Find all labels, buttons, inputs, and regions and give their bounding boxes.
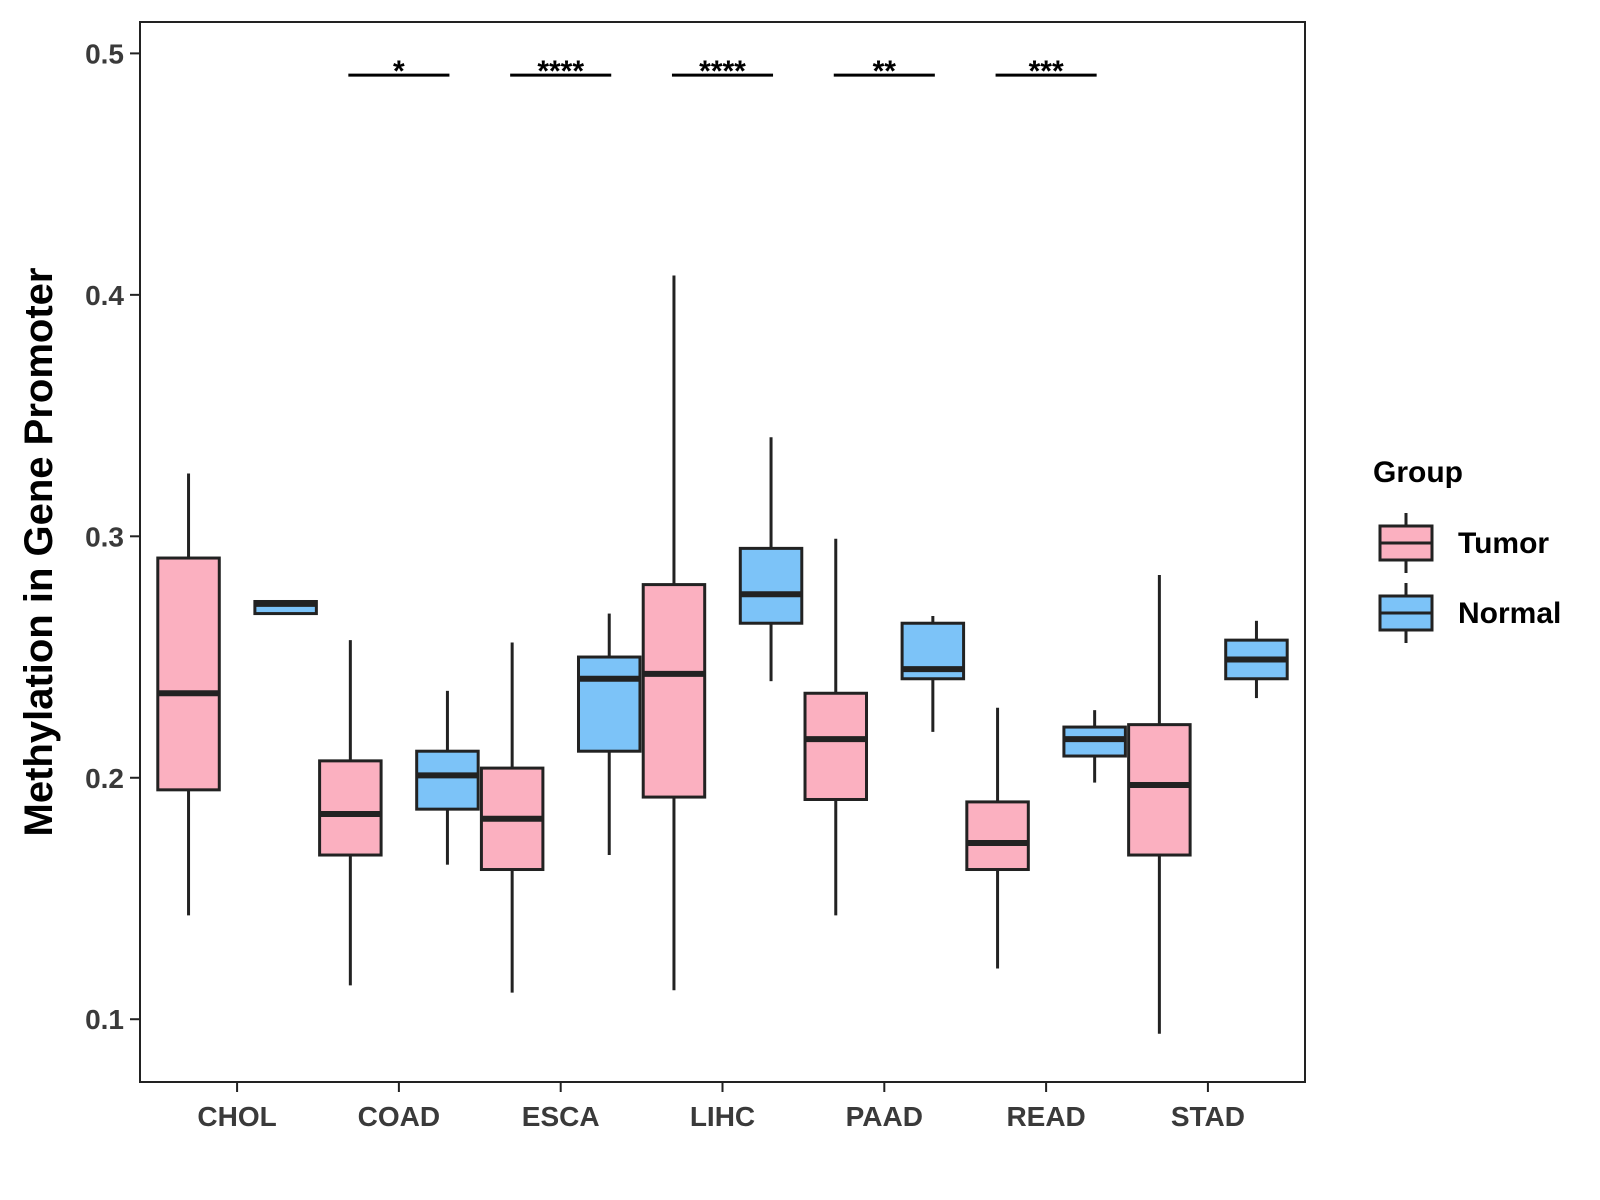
box-body — [738, 546, 804, 625]
x-tick-label: STAD — [1171, 1101, 1245, 1132]
box-tumor-stad — [1127, 574, 1192, 1034]
box-tumor-chol — [156, 473, 221, 916]
y-tick-label: 0.3 — [85, 521, 124, 552]
box-tumor-read — [965, 707, 1030, 969]
box-normal-coad — [415, 690, 480, 865]
y-tick-label: 0.1 — [85, 1004, 124, 1035]
legend-title: Group — [1373, 456, 1463, 489]
x-tick-label: ESCA — [522, 1101, 600, 1132]
box-tumor-esca — [479, 642, 545, 993]
x-tick-label: PAAD — [846, 1101, 923, 1132]
box-body — [156, 556, 221, 792]
x-tick-label: LIHC — [690, 1101, 755, 1132]
significance-label: ** — [873, 55, 897, 88]
significance-annotations: * **** **** ** *** — [348, 55, 1097, 88]
x-tick-label: READ — [1006, 1101, 1085, 1132]
box-normal-paad — [900, 615, 966, 732]
y-tick-label: 0.4 — [85, 280, 124, 311]
box-body — [1127, 723, 1192, 857]
box-tumor-coad — [318, 640, 383, 986]
legend: Group Tumor Normal — [1373, 456, 1561, 643]
box-body — [576, 655, 642, 753]
x-axis: CHOL COAD ESCA LIHC PAAD READ STAD — [197, 1082, 1245, 1132]
box-tumor-lihc — [641, 275, 707, 991]
y-tick-label: 0.5 — [85, 38, 124, 69]
significance-label: **** — [537, 55, 584, 88]
significance-label: *** — [1029, 55, 1064, 88]
box-body — [415, 749, 480, 811]
box-normal-esca — [576, 613, 642, 856]
legend-label-tumor: Tumor — [1458, 527, 1549, 560]
box-series — [156, 275, 1289, 1034]
significance-label: **** — [699, 55, 746, 88]
x-tick-label: CHOL — [197, 1101, 276, 1132]
box-normal-lihc — [738, 437, 804, 682]
y-axis-title: Methylation in Gene Promoter — [17, 268, 61, 837]
legend-label-normal: Normal — [1458, 597, 1561, 630]
box-normal-stad — [1224, 620, 1289, 699]
y-axis: 0.1 0.2 0.3 0.4 0.5 — [85, 38, 140, 1035]
box-body — [641, 583, 707, 799]
box-tumor-paad — [803, 538, 869, 916]
box-normal-chol — [253, 599, 318, 616]
box-body — [965, 800, 1030, 872]
x-tick-label: COAD — [358, 1101, 440, 1132]
box-body — [803, 691, 869, 801]
plot-panel — [139, 21, 1306, 1083]
significance-label: * — [393, 55, 405, 88]
box-normal-read — [1062, 710, 1127, 783]
y-tick-label: 0.2 — [85, 763, 124, 794]
box-body — [318, 759, 383, 857]
